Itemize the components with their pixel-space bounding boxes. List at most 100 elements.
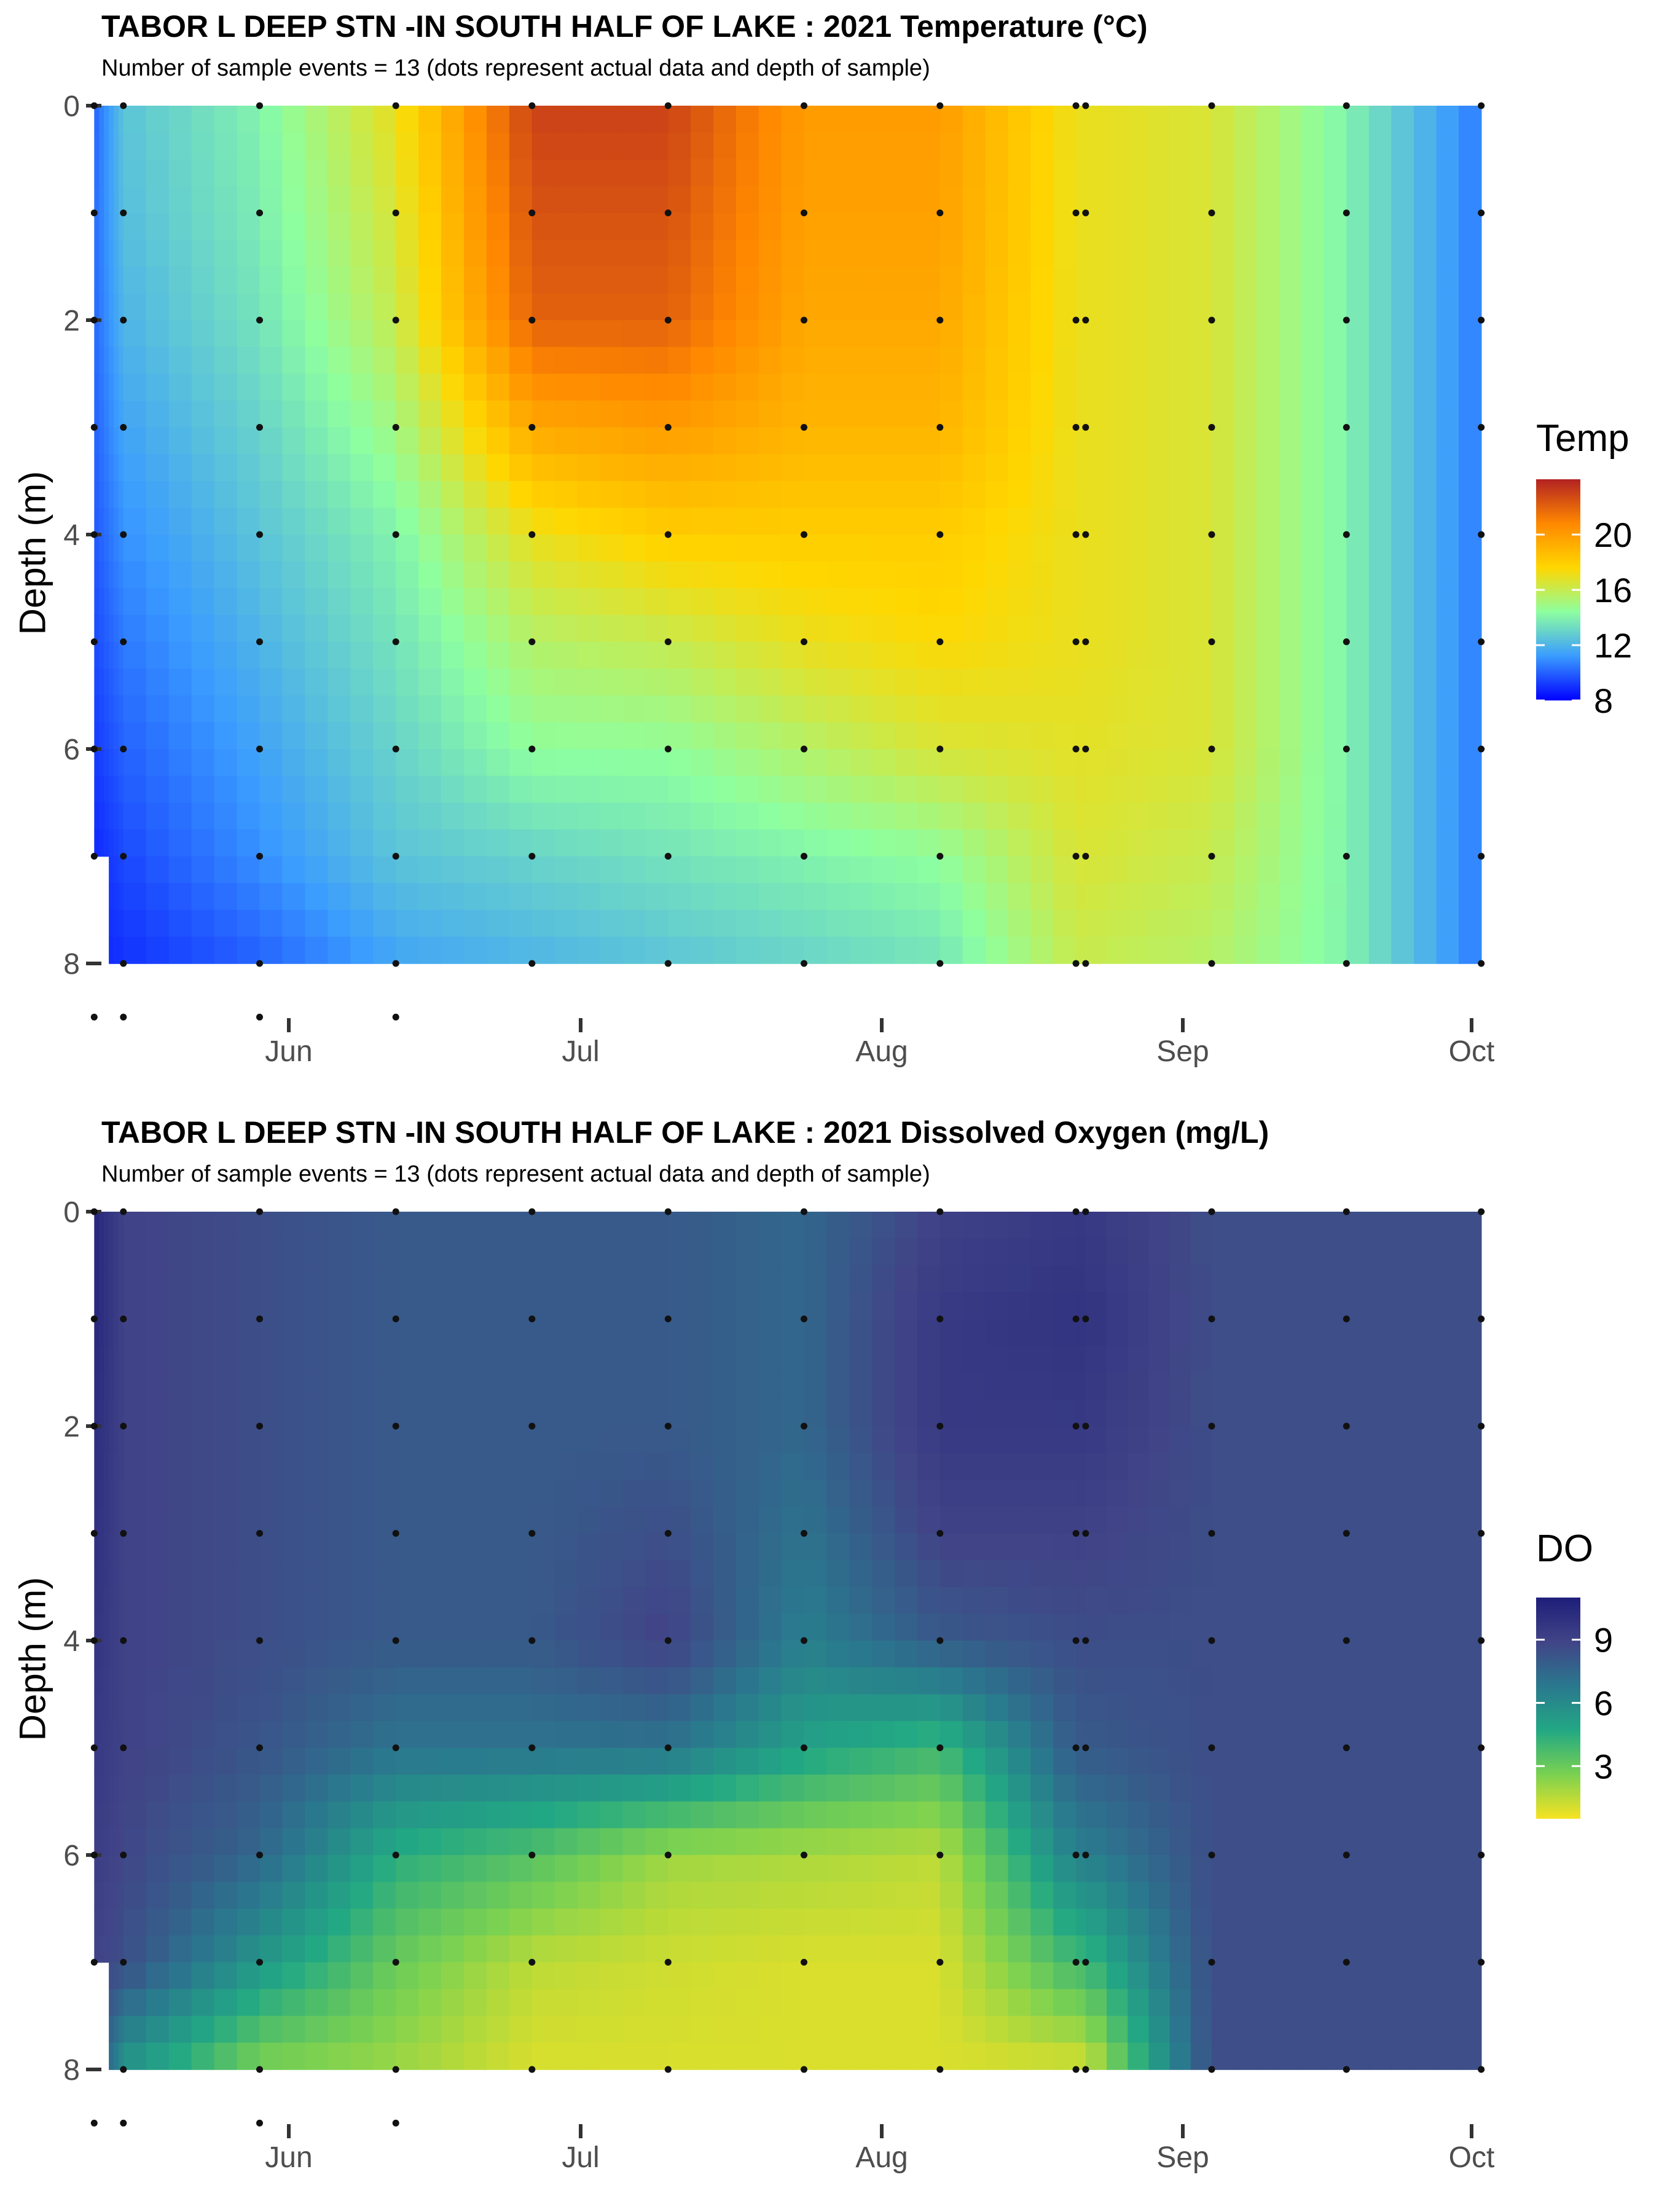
heatmap-cell bbox=[1128, 186, 1150, 214]
heatmap-cell bbox=[214, 1962, 238, 1990]
heatmap-cell bbox=[1459, 1855, 1482, 1883]
heatmap-cell bbox=[1128, 535, 1150, 562]
heatmap-cell bbox=[554, 213, 578, 240]
heatmap-cell bbox=[327, 1238, 351, 1266]
heatmap-cell bbox=[396, 293, 419, 321]
heatmap-cell bbox=[1324, 1694, 1347, 1722]
heatmap-cell bbox=[259, 1319, 283, 1346]
heatmap-cell bbox=[1346, 909, 1370, 938]
heatmap-cell bbox=[1084, 802, 1086, 830]
heatmap-cell bbox=[123, 400, 147, 428]
heatmap-cell bbox=[1148, 1855, 1171, 1883]
heatmap-cell bbox=[509, 1828, 533, 1856]
heatmap-cell bbox=[939, 614, 963, 643]
sample-point bbox=[1208, 102, 1215, 109]
heatmap-cell bbox=[1128, 347, 1150, 374]
heatmap-cell bbox=[939, 535, 963, 562]
heatmap-cell bbox=[1414, 695, 1437, 723]
heatmap-cell bbox=[1148, 1641, 1171, 1668]
heatmap-cell bbox=[668, 427, 691, 455]
heatmap-cell bbox=[1128, 106, 1150, 133]
heatmap-cell bbox=[985, 1265, 1009, 1293]
heatmap-cell bbox=[327, 1480, 351, 1507]
heatmap-cell bbox=[168, 1372, 192, 1400]
heatmap-cell bbox=[962, 1399, 986, 1427]
heatmap-cell bbox=[872, 2015, 895, 2044]
heatmap-cell bbox=[1008, 132, 1032, 160]
heatmap-cell bbox=[1076, 641, 1078, 669]
heatmap-cell bbox=[985, 909, 1009, 938]
heatmap-cell bbox=[917, 669, 941, 696]
heatmap-cell bbox=[1190, 374, 1212, 401]
heatmap-cell bbox=[104, 1881, 109, 1909]
heatmap-cell bbox=[1414, 1908, 1437, 1936]
heatmap-cell bbox=[577, 1212, 601, 1239]
heatmap-cell bbox=[1459, 1775, 1482, 1802]
heatmap-cell bbox=[872, 561, 895, 589]
heatmap-cell bbox=[781, 480, 805, 509]
heatmap-cell bbox=[758, 1720, 782, 1749]
heatmap-cell bbox=[1414, 1614, 1437, 1641]
heatmap-cell bbox=[872, 293, 895, 321]
heatmap-cell bbox=[1414, 293, 1437, 321]
heatmap-cell bbox=[622, 1399, 646, 1427]
heatmap-cell bbox=[104, 1319, 109, 1346]
heatmap-cell bbox=[1279, 293, 1303, 321]
heatmap-cell bbox=[1459, 1480, 1482, 1507]
sample-point bbox=[256, 1637, 263, 1644]
heatmap-cell bbox=[1128, 775, 1150, 803]
heatmap-cell bbox=[804, 1265, 828, 1293]
sample-point bbox=[664, 1959, 672, 1966]
heatmap-cell bbox=[691, 1881, 714, 1909]
heatmap-cell bbox=[418, 936, 442, 964]
heatmap-cell bbox=[554, 1828, 578, 1856]
heatmap-cell bbox=[464, 374, 487, 401]
heatmap-cell bbox=[691, 1801, 714, 1829]
heatmap-cell bbox=[1234, 909, 1257, 938]
heatmap-cell bbox=[214, 1881, 238, 1909]
sample-point bbox=[392, 1959, 399, 1966]
heatmap-cell bbox=[441, 240, 465, 267]
chart-title: TABOR L DEEP STN -IN SOUTH HALF OF LAKE … bbox=[101, 9, 1148, 44]
heatmap-cell bbox=[441, 614, 465, 643]
sample-point bbox=[90, 531, 98, 538]
heatmap-cell bbox=[735, 1506, 759, 1534]
heatmap-cell bbox=[1169, 2015, 1191, 2044]
heatmap-cell bbox=[1190, 1560, 1212, 1588]
heatmap-cell bbox=[1107, 1720, 1129, 1749]
heatmap-cell bbox=[259, 1667, 283, 1695]
heatmap-cell bbox=[554, 454, 578, 482]
heatmap-cell bbox=[872, 1694, 895, 1722]
heatmap-cell bbox=[895, 293, 918, 321]
heatmap-cell bbox=[577, 1694, 601, 1722]
heatmap-cell bbox=[713, 1720, 737, 1749]
heatmap-cell bbox=[350, 374, 374, 401]
heatmap-cell bbox=[1079, 1399, 1081, 1427]
heatmap-cell bbox=[600, 454, 624, 482]
legend: 963 bbox=[1536, 1598, 1613, 1819]
heatmap-cell bbox=[214, 266, 238, 294]
heatmap-cell bbox=[1008, 374, 1032, 401]
heatmap-cell bbox=[282, 1694, 306, 1722]
heatmap-cell bbox=[214, 1935, 238, 1963]
heatmap-cell bbox=[114, 293, 119, 321]
heatmap-cell bbox=[849, 1828, 873, 1856]
heatmap-cell bbox=[781, 1667, 805, 1695]
heatmap-cell bbox=[99, 1453, 104, 1480]
heatmap-cell bbox=[350, 1614, 374, 1641]
heatmap-cell bbox=[1279, 695, 1303, 723]
heatmap-cell bbox=[114, 1828, 119, 1856]
heatmap-cell bbox=[1391, 1775, 1414, 1802]
heatmap-cell bbox=[509, 614, 533, 643]
heatmap-cell bbox=[713, 293, 737, 321]
heatmap-cell bbox=[1234, 132, 1257, 160]
heatmap-cell bbox=[531, 1453, 555, 1480]
heatmap-cell bbox=[895, 1908, 918, 1936]
heatmap-cell bbox=[94, 1908, 100, 1936]
heatmap-cell bbox=[1346, 1667, 1370, 1695]
heatmap-cell bbox=[1079, 320, 1081, 348]
heatmap-cell bbox=[985, 856, 1009, 884]
heatmap-cell bbox=[373, 1426, 396, 1454]
heatmap-cell bbox=[1414, 775, 1437, 803]
heatmap-cell bbox=[531, 1319, 555, 1346]
